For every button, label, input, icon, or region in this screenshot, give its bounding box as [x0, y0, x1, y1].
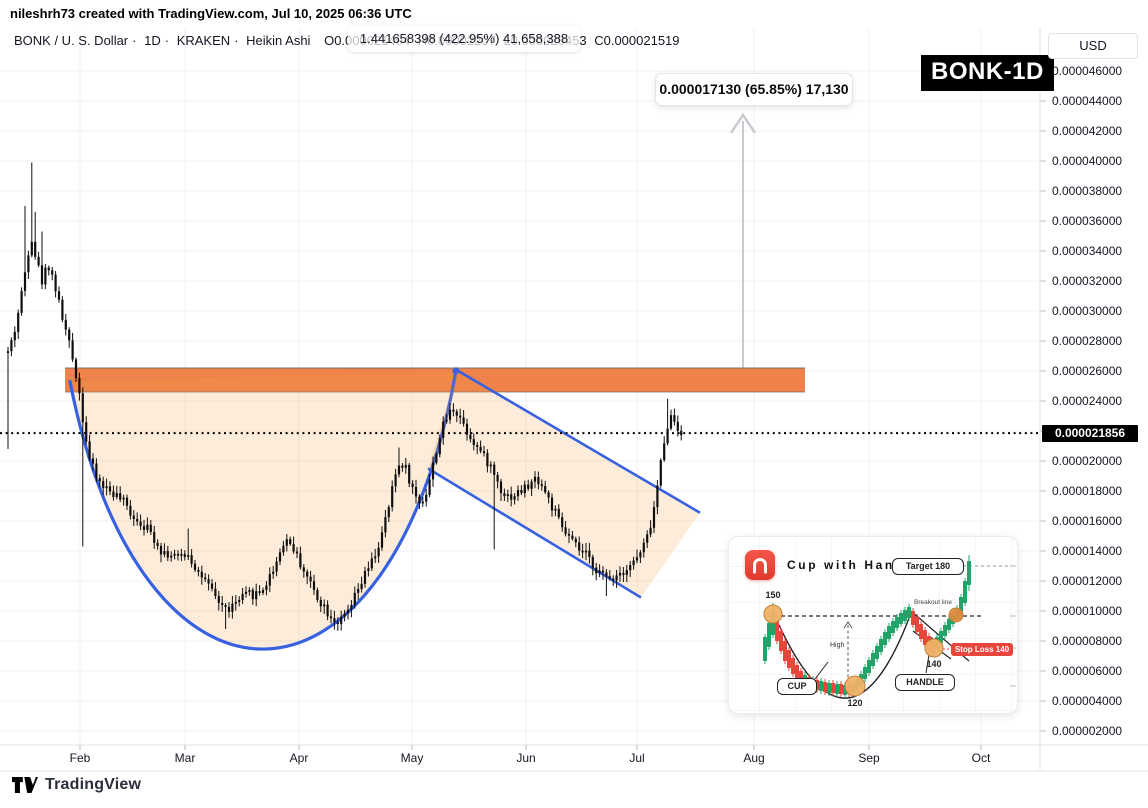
price-tick-label: 0.000016000 — [1052, 514, 1123, 528]
inset-breakout-line-label: Breakout line — [914, 599, 952, 606]
measure-tooltip-text: 1.441658398 (422.95%) 41,658,388 — [359, 31, 569, 46]
price-tick-label: 0.000034000 — [1052, 244, 1123, 258]
price-tick-label: 0.000018000 — [1052, 484, 1123, 498]
tradingview-logo-icon — [12, 777, 38, 793]
resistance-zone[interactable] — [65, 367, 805, 393]
price-tick-label: 0.000020000 — [1052, 454, 1123, 468]
chart-watermark-badge: BONK-1D — [921, 55, 1054, 91]
inset-title: Cup with Handle — [787, 558, 920, 572]
price-tick-label: 0.000002000 — [1052, 724, 1123, 738]
legend-interval[interactable]: 1D — [144, 33, 161, 48]
cup-curve-drawing[interactable] — [68, 367, 460, 651]
price-tick-label: 0.000006000 — [1052, 664, 1123, 678]
time-tick-label-apr: Apr — [289, 751, 309, 765]
time-tick-label-mar: Mar — [174, 751, 196, 765]
inset-stop-loss-pill: Stop Loss 140 — [951, 643, 1013, 656]
price-tick-label: 0.000026000 — [1052, 364, 1123, 378]
price-tick-label: 0.000042000 — [1052, 124, 1123, 138]
target-callout-label[interactable]: 0.000017130 (65.85%) 17,130 — [655, 73, 853, 106]
inset-label-120: 120 — [847, 698, 863, 708]
price-tick-label: 0.000014000 — [1052, 544, 1123, 558]
falling-channel-drawing[interactable] — [427, 369, 701, 599]
price-tick-label: 0.000030000 — [1052, 304, 1123, 318]
cup-with-handle-inset-image[interactable]: Cup with Handle 150 120 140 Target 180 S… — [728, 536, 1018, 714]
price-tick-label: 0.000046000 — [1052, 64, 1123, 78]
legend-exchange: KRAKEN — [176, 33, 231, 48]
price-tick-label: 0.000032000 — [1052, 274, 1123, 288]
current-price-value: 0.000021856 — [1054, 426, 1126, 441]
legend-close-value: C0.000021519 — [594, 33, 680, 48]
inset-label-140: 140 — [926, 659, 942, 669]
price-tick-label: 0.000028000 — [1052, 334, 1123, 348]
price-tick-label: 0.000024000 — [1052, 394, 1123, 408]
legend-sep: · — [132, 33, 137, 48]
legend-sep: · — [164, 33, 170, 48]
currency-toggle-button[interactable]: USD — [1048, 33, 1138, 59]
time-tick-label-aug: Aug — [743, 751, 765, 765]
price-tick-label: 0.000004000 — [1052, 694, 1123, 708]
current-price-label: 0.000021856 — [1042, 425, 1138, 443]
price-tick-label: 0.000038000 — [1052, 184, 1123, 198]
projection-arrow[interactable] — [729, 112, 757, 370]
drawing-measure-tooltip[interactable]: 1.441658398 (422.95%) 41,658,388 — [348, 26, 580, 52]
price-tick-label: 0.000012000 — [1052, 574, 1123, 588]
currency-label: USD — [1079, 38, 1107, 53]
pattern-app-icon — [745, 550, 775, 580]
price-tick-label: 0.000040000 — [1052, 154, 1123, 168]
axis-borders — [0, 28, 1148, 772]
time-tick-label-may: May — [400, 751, 424, 765]
time-tick-label-jun: Jun — [516, 751, 536, 765]
inset-handle-box: HANDLE — [895, 674, 955, 691]
credit-text: nileshrh73 created with TradingView.com,… — [10, 6, 412, 21]
target-callout-text: 0.000017130 (65.85%) 17,130 — [659, 81, 849, 97]
time-tick-label-jul: Jul — [629, 751, 645, 765]
inset-pattern-canvas — [763, 555, 1016, 699]
legend-symbol[interactable]: BONK / U. S. Dollar — [14, 33, 129, 48]
time-tick-label-oct: Oct — [971, 751, 991, 765]
badge-text: BONK-1D — [931, 58, 1044, 85]
time-tick-label-sep: Sep — [858, 751, 880, 765]
price-tick-label: 0.000036000 — [1052, 214, 1123, 228]
inset-label-150: 150 — [765, 590, 781, 600]
price-tick-label: 0.000008000 — [1052, 634, 1123, 648]
price-axis[interactable]: USD 0.000021856 0.000046000 0.000044000 0.… — [1040, 28, 1148, 745]
price-tick-label: 0.000044000 — [1052, 94, 1123, 108]
time-axis[interactable]: Feb Mar Apr May Jun Jul Aug Sep Oct — [0, 745, 1148, 771]
inset-high-label: High — [830, 642, 845, 649]
tradingview-logo[interactable]: TradingView — [12, 776, 141, 794]
cup-icon — [753, 558, 767, 574]
tradingview-logo-text: TradingView — [45, 776, 142, 793]
legend-sep: · — [234, 33, 239, 48]
legend-chart-type: Heikin Ashi — [246, 33, 311, 48]
price-tick-label: 0.000010000 — [1052, 604, 1123, 618]
time-tick-label-feb: Feb — [69, 751, 91, 765]
watermark-credit: nileshrh73 created with TradingView.com,… — [10, 6, 412, 21]
inset-cup-box: CUP — [777, 678, 817, 695]
heikin-ashi-candles[interactable] — [6, 162, 683, 631]
inset-target-box: Target 180 — [892, 558, 964, 575]
